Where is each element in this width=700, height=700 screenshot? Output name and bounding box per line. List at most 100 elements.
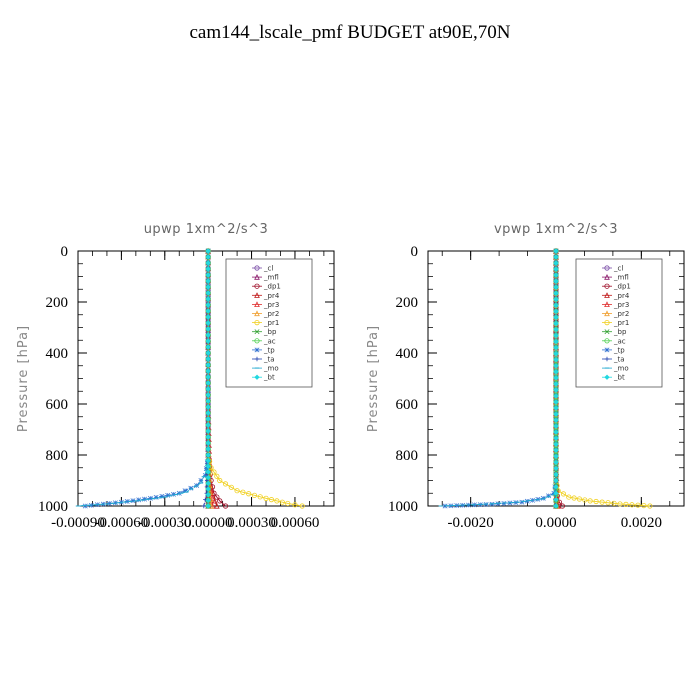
y-tick-label: 200	[396, 295, 419, 311]
data-point	[635, 502, 641, 508]
legend-label: _pr3	[613, 301, 629, 309]
data-point	[553, 260, 559, 266]
data-point	[211, 469, 217, 475]
data-point	[205, 248, 211, 254]
legend-marker	[604, 274, 610, 280]
y-tick-label: 600	[46, 397, 69, 413]
y-tick-label: 1000	[388, 499, 418, 515]
x-tick-label: 0.00000	[184, 515, 233, 531]
data-point	[553, 290, 559, 296]
data-point	[566, 494, 572, 500]
legend-marker	[604, 292, 610, 298]
data-point	[205, 362, 211, 368]
legend-label: _pr1	[263, 319, 279, 327]
legend-marker	[604, 301, 610, 307]
y-axis-label: Pressure [hPa]	[366, 325, 381, 432]
data-point	[489, 501, 495, 507]
data-point	[553, 441, 559, 447]
data-point	[205, 440, 211, 446]
data-point	[214, 473, 220, 479]
data-point	[599, 499, 605, 505]
series-bt	[553, 248, 559, 509]
series-tp	[442, 248, 559, 509]
legend-marker	[604, 374, 610, 380]
data-point	[222, 481, 229, 487]
y-tick-label: 400	[396, 346, 419, 362]
legend: _cl_mfl_dp1_pr4_pr3_pr2_pr1_bp_ac_tp_ta_…	[225, 258, 313, 388]
data-point	[205, 422, 211, 428]
data-point	[623, 501, 629, 507]
data-point	[553, 465, 559, 472]
data-point	[201, 503, 207, 509]
data-point	[147, 495, 153, 501]
x-tick-label: -0.0020	[448, 515, 494, 531]
data-point	[205, 320, 211, 326]
data-point	[205, 486, 211, 492]
data-point	[553, 351, 559, 357]
legend-marker	[604, 347, 610, 353]
data-point	[153, 494, 159, 500]
data-point	[202, 472, 208, 478]
data-point	[205, 458, 211, 464]
y-tick-label: 600	[396, 397, 419, 413]
data-point	[205, 410, 211, 416]
data-point	[205, 492, 211, 498]
panel-title: upwp 1xm^2/s^3	[144, 222, 269, 237]
data-point	[205, 416, 211, 422]
data-point	[159, 493, 165, 499]
data-point	[647, 503, 653, 509]
data-point	[205, 296, 211, 302]
data-point	[571, 495, 577, 501]
data-point	[553, 503, 559, 509]
data-point	[553, 254, 559, 260]
data-point	[553, 296, 559, 302]
legend-label: _bt	[263, 374, 275, 382]
data-point	[205, 326, 211, 332]
data-point	[205, 392, 211, 398]
legend-label: _ac	[263, 337, 276, 345]
data-point	[205, 434, 211, 440]
legend-marker	[254, 292, 260, 298]
data-point	[553, 369, 559, 375]
data-point	[263, 495, 269, 501]
x-tick-label: -0.00030	[138, 515, 192, 531]
data-point	[553, 248, 559, 254]
data-point	[553, 363, 559, 369]
legend-label: _dp1	[613, 283, 631, 291]
data-point	[106, 501, 112, 506]
legend-label: _tp	[263, 346, 275, 354]
legend-marker	[254, 356, 260, 362]
data-point	[205, 284, 211, 290]
data-point	[228, 484, 234, 490]
legend-label: _bt	[613, 374, 625, 382]
x-tick-label: -0.00090	[51, 515, 105, 531]
data-point	[553, 477, 559, 484]
data-point	[205, 475, 211, 481]
data-point	[553, 302, 559, 308]
data-point	[222, 503, 229, 509]
legend-label: _bp	[263, 328, 277, 336]
legend-marker	[254, 274, 260, 280]
legend-marker	[254, 265, 260, 271]
legend-marker	[604, 356, 610, 362]
data-point	[553, 497, 559, 503]
x-tick-label: 0.00060	[271, 515, 320, 531]
data-point	[553, 332, 559, 339]
data-point	[611, 500, 617, 506]
data-point	[629, 502, 635, 508]
legend-label: _bp	[613, 328, 627, 336]
legend-marker	[254, 301, 260, 307]
data-point	[205, 368, 211, 374]
data-point	[454, 503, 460, 509]
data-point	[553, 471, 559, 478]
data-point	[553, 417, 559, 423]
data-point	[553, 308, 559, 315]
legend-marker	[604, 265, 610, 271]
data-point	[251, 492, 258, 498]
legend-label: _pr4	[263, 292, 280, 300]
data-point	[553, 405, 559, 411]
data-point	[553, 399, 559, 405]
data-point	[234, 488, 240, 494]
data-point	[205, 374, 211, 380]
series-bt	[205, 248, 211, 509]
